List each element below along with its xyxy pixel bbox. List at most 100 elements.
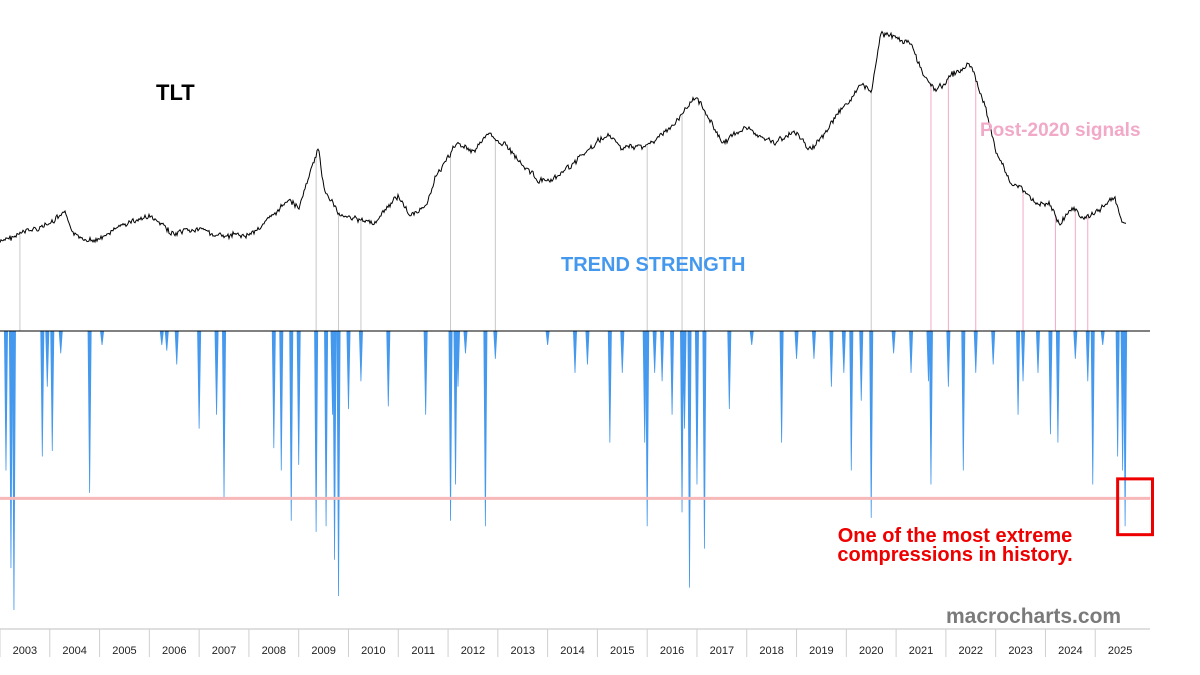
trend-bar [545, 330, 550, 345]
trend-bar [164, 330, 169, 351]
trend-bar [1055, 330, 1060, 443]
trend-bar [1085, 330, 1090, 382]
trend-bar [928, 330, 933, 485]
trend-bar [197, 330, 202, 429]
trend-bar [961, 330, 966, 471]
trend-bar [289, 330, 294, 521]
x-tick-label: 2013 [510, 645, 534, 657]
x-tick-label: 2007 [212, 645, 236, 657]
annotation-line-2: compressions in history. [837, 544, 1073, 566]
x-tick-label: 2003 [13, 645, 37, 657]
x-tick-label: 2011 [411, 645, 435, 657]
trend-bar [423, 330, 428, 415]
trend-bar [174, 330, 179, 365]
trend-bar [1021, 330, 1026, 382]
trend-bar [222, 330, 227, 499]
trend-bar [463, 330, 468, 354]
trend-bar [346, 330, 351, 410]
x-tick-label: 2014 [560, 645, 584, 657]
x-tick-label: 2021 [909, 645, 933, 657]
x-tick-label: 2008 [262, 645, 286, 657]
tlt-price-series [0, 30, 1127, 244]
x-tick-label: 2004 [62, 645, 86, 657]
trend-bar [296, 330, 301, 465]
trend-bar [794, 330, 799, 359]
signal-lines [19, 79, 1089, 331]
trend-bar [1115, 330, 1120, 457]
trend-bar [214, 330, 219, 415]
trend-bar [652, 330, 657, 373]
trend-bar [159, 330, 164, 345]
trend-bar [87, 330, 92, 493]
trend-bar [332, 330, 337, 560]
trend-bar [607, 330, 612, 443]
trend-bar [682, 330, 687, 429]
trend-bar [453, 330, 458, 485]
trend-bar [58, 330, 63, 354]
trend-bar [973, 330, 978, 373]
trend-bar [829, 330, 834, 387]
x-tick-label: 2019 [809, 645, 833, 657]
trend-bar [811, 330, 816, 359]
x-tick-label: 2024 [1058, 645, 1082, 657]
trend-bar [572, 330, 578, 373]
trend-strength-bars [3, 330, 1128, 611]
trend-bar [1048, 330, 1053, 435]
trend-bar [358, 330, 363, 382]
x-tick-label: 2006 [162, 645, 186, 657]
trend-bar [279, 330, 284, 471]
trend-bar [40, 330, 45, 457]
x-tick-label: 2010 [361, 645, 385, 657]
trend-bar [749, 330, 754, 345]
compression-annotation: One of the most extreme compressions in … [800, 525, 1110, 566]
trend-bar [859, 330, 864, 401]
trend-bar [1016, 330, 1021, 415]
x-tick-label: 2018 [759, 645, 783, 657]
x-axis: 2003 2004 2005 2006 2007 2008 2009 2010 2011 2012… [0, 628, 1150, 657]
trend-bar [687, 330, 692, 588]
x-tick-label: 2005 [112, 645, 136, 657]
x-tick-label: 2012 [461, 645, 485, 657]
tlt-price-line [0, 30, 1127, 244]
extreme-compression-box [1116, 477, 1154, 537]
trend-bar [670, 330, 675, 415]
trend-strength-title: TREND STRENGTH [561, 254, 746, 276]
trend-bar [3, 330, 8, 471]
tlt-title: TLT [156, 80, 195, 105]
trend-bar [50, 330, 55, 451]
brand-watermark: macrocharts.com [946, 605, 1122, 628]
trend-bar [386, 330, 391, 407]
x-tick-label: 2016 [660, 645, 684, 657]
post-2020-signals-label: Post-2020 signals [980, 120, 1141, 141]
x-tick-label: 2020 [859, 645, 883, 657]
x-tick-label: 2023 [1008, 645, 1032, 657]
trend-bar [11, 330, 16, 611]
trend-bar [620, 330, 625, 373]
trend-bar [271, 330, 276, 449]
trend-bar [336, 330, 341, 597]
trend-bar [585, 330, 590, 365]
trend-bar [1090, 330, 1095, 485]
trend-bar [841, 330, 846, 373]
trend-bar [946, 330, 951, 387]
x-tick-label: 2017 [710, 645, 734, 657]
trend-bar [314, 330, 319, 532]
trend-bar [1035, 330, 1041, 373]
trend-bar [891, 330, 896, 354]
annotation-line-1: One of the most extreme [837, 525, 1073, 547]
trend-bar [45, 330, 50, 387]
trend-bar [8, 330, 13, 569]
x-tick-label: 2015 [610, 645, 634, 657]
trend-bar [100, 330, 105, 345]
trend-bar [1100, 330, 1105, 345]
trend-bar [779, 330, 784, 443]
trend-bar [1073, 330, 1078, 359]
trend-bar [702, 330, 707, 549]
trend-bar [493, 330, 498, 359]
trend-bar [991, 330, 996, 365]
x-tick-label: 2022 [959, 645, 983, 657]
x-tick-label: 2025 [1108, 645, 1132, 657]
trend-bar [849, 330, 854, 471]
trend-bar [727, 330, 732, 410]
